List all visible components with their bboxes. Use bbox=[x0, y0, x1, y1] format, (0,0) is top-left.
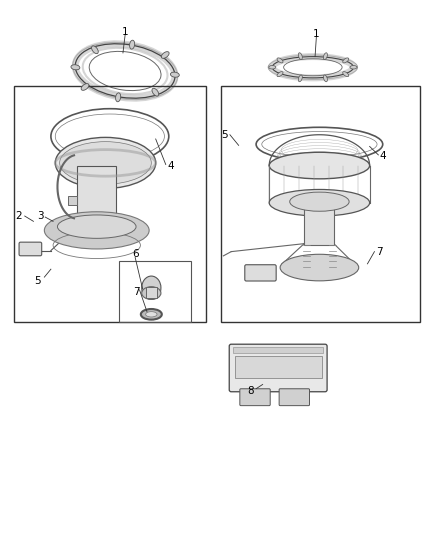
Ellipse shape bbox=[146, 312, 157, 317]
Ellipse shape bbox=[130, 40, 134, 49]
Ellipse shape bbox=[323, 53, 327, 60]
Ellipse shape bbox=[269, 152, 370, 179]
Ellipse shape bbox=[161, 52, 169, 58]
Ellipse shape bbox=[298, 75, 302, 82]
Ellipse shape bbox=[141, 309, 162, 320]
Text: 3: 3 bbox=[37, 211, 43, 221]
Ellipse shape bbox=[142, 287, 161, 300]
Bar bbox=[304, 201, 334, 245]
Ellipse shape bbox=[343, 58, 349, 63]
FancyBboxPatch shape bbox=[245, 265, 276, 281]
Ellipse shape bbox=[269, 66, 276, 69]
Ellipse shape bbox=[55, 138, 155, 188]
Bar bbox=[68, 196, 77, 205]
Bar bbox=[235, 356, 321, 378]
Text: 7: 7 bbox=[134, 287, 140, 297]
Ellipse shape bbox=[290, 192, 349, 211]
Ellipse shape bbox=[142, 276, 161, 300]
FancyBboxPatch shape bbox=[19, 242, 42, 256]
Text: 2: 2 bbox=[15, 211, 21, 221]
Ellipse shape bbox=[60, 142, 151, 184]
Text: 1: 1 bbox=[122, 27, 128, 37]
Text: 6: 6 bbox=[132, 249, 138, 259]
Ellipse shape bbox=[277, 58, 283, 63]
Ellipse shape bbox=[44, 212, 149, 249]
Ellipse shape bbox=[350, 66, 357, 69]
Bar bbox=[14, 86, 206, 322]
Ellipse shape bbox=[277, 71, 283, 77]
Ellipse shape bbox=[71, 64, 80, 70]
Text: 4: 4 bbox=[379, 151, 386, 161]
Bar bbox=[77, 166, 117, 227]
Ellipse shape bbox=[57, 215, 136, 238]
Ellipse shape bbox=[298, 53, 302, 60]
Bar bbox=[146, 287, 157, 298]
Text: 4: 4 bbox=[168, 160, 174, 171]
FancyBboxPatch shape bbox=[240, 389, 270, 406]
Ellipse shape bbox=[170, 72, 179, 77]
Bar bbox=[221, 86, 420, 322]
Text: 8: 8 bbox=[247, 386, 254, 397]
Text: 7: 7 bbox=[376, 247, 383, 256]
Text: 5: 5 bbox=[35, 277, 41, 286]
FancyBboxPatch shape bbox=[229, 344, 327, 392]
Ellipse shape bbox=[343, 71, 349, 77]
Ellipse shape bbox=[323, 75, 327, 82]
FancyBboxPatch shape bbox=[279, 389, 310, 406]
Ellipse shape bbox=[92, 46, 98, 54]
Bar bbox=[233, 348, 323, 352]
Text: 1: 1 bbox=[313, 29, 320, 39]
Bar bbox=[119, 261, 191, 322]
Ellipse shape bbox=[269, 189, 370, 216]
Text: 5: 5 bbox=[221, 130, 228, 140]
Ellipse shape bbox=[116, 93, 121, 102]
Ellipse shape bbox=[152, 88, 159, 96]
Ellipse shape bbox=[280, 254, 359, 281]
Ellipse shape bbox=[81, 84, 89, 90]
